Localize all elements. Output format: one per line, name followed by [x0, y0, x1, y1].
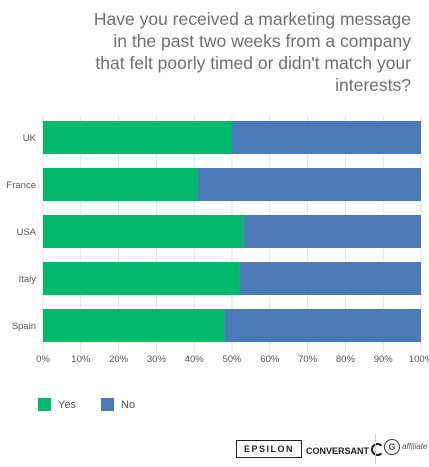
y-category-label: USA [16, 227, 36, 238]
logo-divider [375, 434, 376, 464]
chart-plot: 0% 10% 20% 30% 40% 50% 60% 70% 80% 90% 100% UK Franc… [6, 115, 429, 365]
bar-yes-spain [43, 309, 225, 342]
conversant-logo: CONVERSANT [306, 443, 385, 456]
bar-no-usa [243, 215, 421, 248]
affiliate-circle-icon: G [384, 439, 400, 455]
affiliate-logo-text: affiliate [402, 442, 428, 452]
x-tick-label: 70% [298, 354, 318, 365]
legend-swatch-yes [38, 398, 51, 411]
legend-item-no: No [101, 398, 135, 411]
x-tick-label: 50% [222, 354, 242, 365]
x-tick-label: 40% [185, 354, 205, 365]
y-category-label: Italy [19, 274, 37, 285]
conversant-logo-text: CONVERSANT [306, 446, 370, 456]
bar-no-spain [224, 309, 421, 342]
epsilon-logo: EPSILON [236, 440, 303, 458]
bar-no-uk [232, 121, 421, 154]
bar-yes-france [43, 168, 198, 201]
legend-label-no: No [121, 398, 136, 411]
bar-no-italy [239, 262, 421, 295]
x-tick-label: 20% [109, 354, 129, 365]
conversant-ring-icon [371, 443, 385, 456]
y-category-label: Spain [12, 321, 36, 332]
legend-swatch-no [101, 398, 115, 411]
bar-yes-uk [43, 121, 232, 154]
y-category-label: UK [23, 133, 37, 144]
x-tick-label: 60% [260, 354, 280, 365]
x-tick-label: 10% [71, 354, 91, 365]
bar-yes-usa [43, 215, 244, 248]
chart-title: Have you received a marketing message in… [93, 9, 411, 95]
x-tick-label: 80% [336, 354, 356, 365]
x-tick-label: 100% [409, 354, 429, 365]
bar-no-france [197, 168, 421, 201]
legend-item-yes: Yes [38, 398, 76, 411]
x-tick-label: 90% [374, 354, 394, 365]
y-category-label: France [6, 180, 36, 191]
bar-yes-italy [43, 262, 240, 295]
chart-legend: Yes No [38, 398, 157, 414]
x-tick-label: 30% [147, 354, 167, 365]
legend-label-yes: Yes [58, 398, 76, 411]
x-tick-label: 0% [36, 354, 50, 365]
